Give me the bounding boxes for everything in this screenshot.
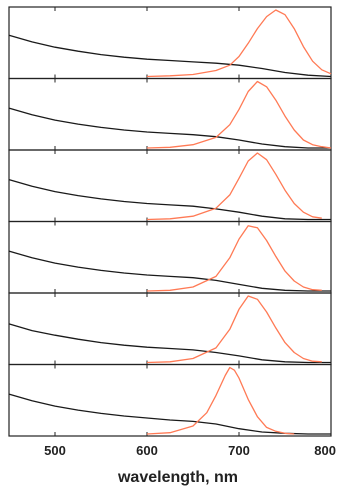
x-tick-label: 600	[136, 443, 158, 458]
panel-frame	[8, 292, 332, 366]
panel-frame	[8, 77, 332, 151]
x-tick-label: 800	[314, 443, 336, 458]
panel-frame	[8, 220, 332, 294]
emission-line	[146, 80, 332, 149]
absorption-line	[8, 34, 332, 78]
absorption-line	[8, 107, 331, 149]
absorption-line	[8, 178, 331, 221]
spectrum-panel	[8, 292, 332, 366]
spectrum-panel	[8, 363, 332, 437]
absorption-line	[8, 250, 331, 292]
emission-line	[146, 295, 322, 364]
spectrum-panel	[8, 149, 332, 223]
x-tick-label: 700	[228, 443, 250, 458]
absorption-line	[8, 323, 331, 364]
emission-line	[146, 152, 322, 221]
absorption-line	[8, 393, 331, 435]
x-axis-title: wavelength, nm	[117, 469, 238, 486]
emission-line	[146, 9, 332, 78]
panels	[8, 6, 332, 437]
x-tick-labels: 500 600 700 800	[44, 443, 336, 458]
spectrum-panel	[8, 77, 332, 151]
emission-line	[146, 225, 322, 292]
spectrum-panel	[8, 6, 332, 80]
panel-frame	[8, 6, 332, 80]
x-tick-label: 500	[44, 443, 66, 458]
emission-line	[146, 366, 295, 435]
spectrum-panel	[8, 220, 332, 294]
panel-frame	[8, 363, 332, 437]
